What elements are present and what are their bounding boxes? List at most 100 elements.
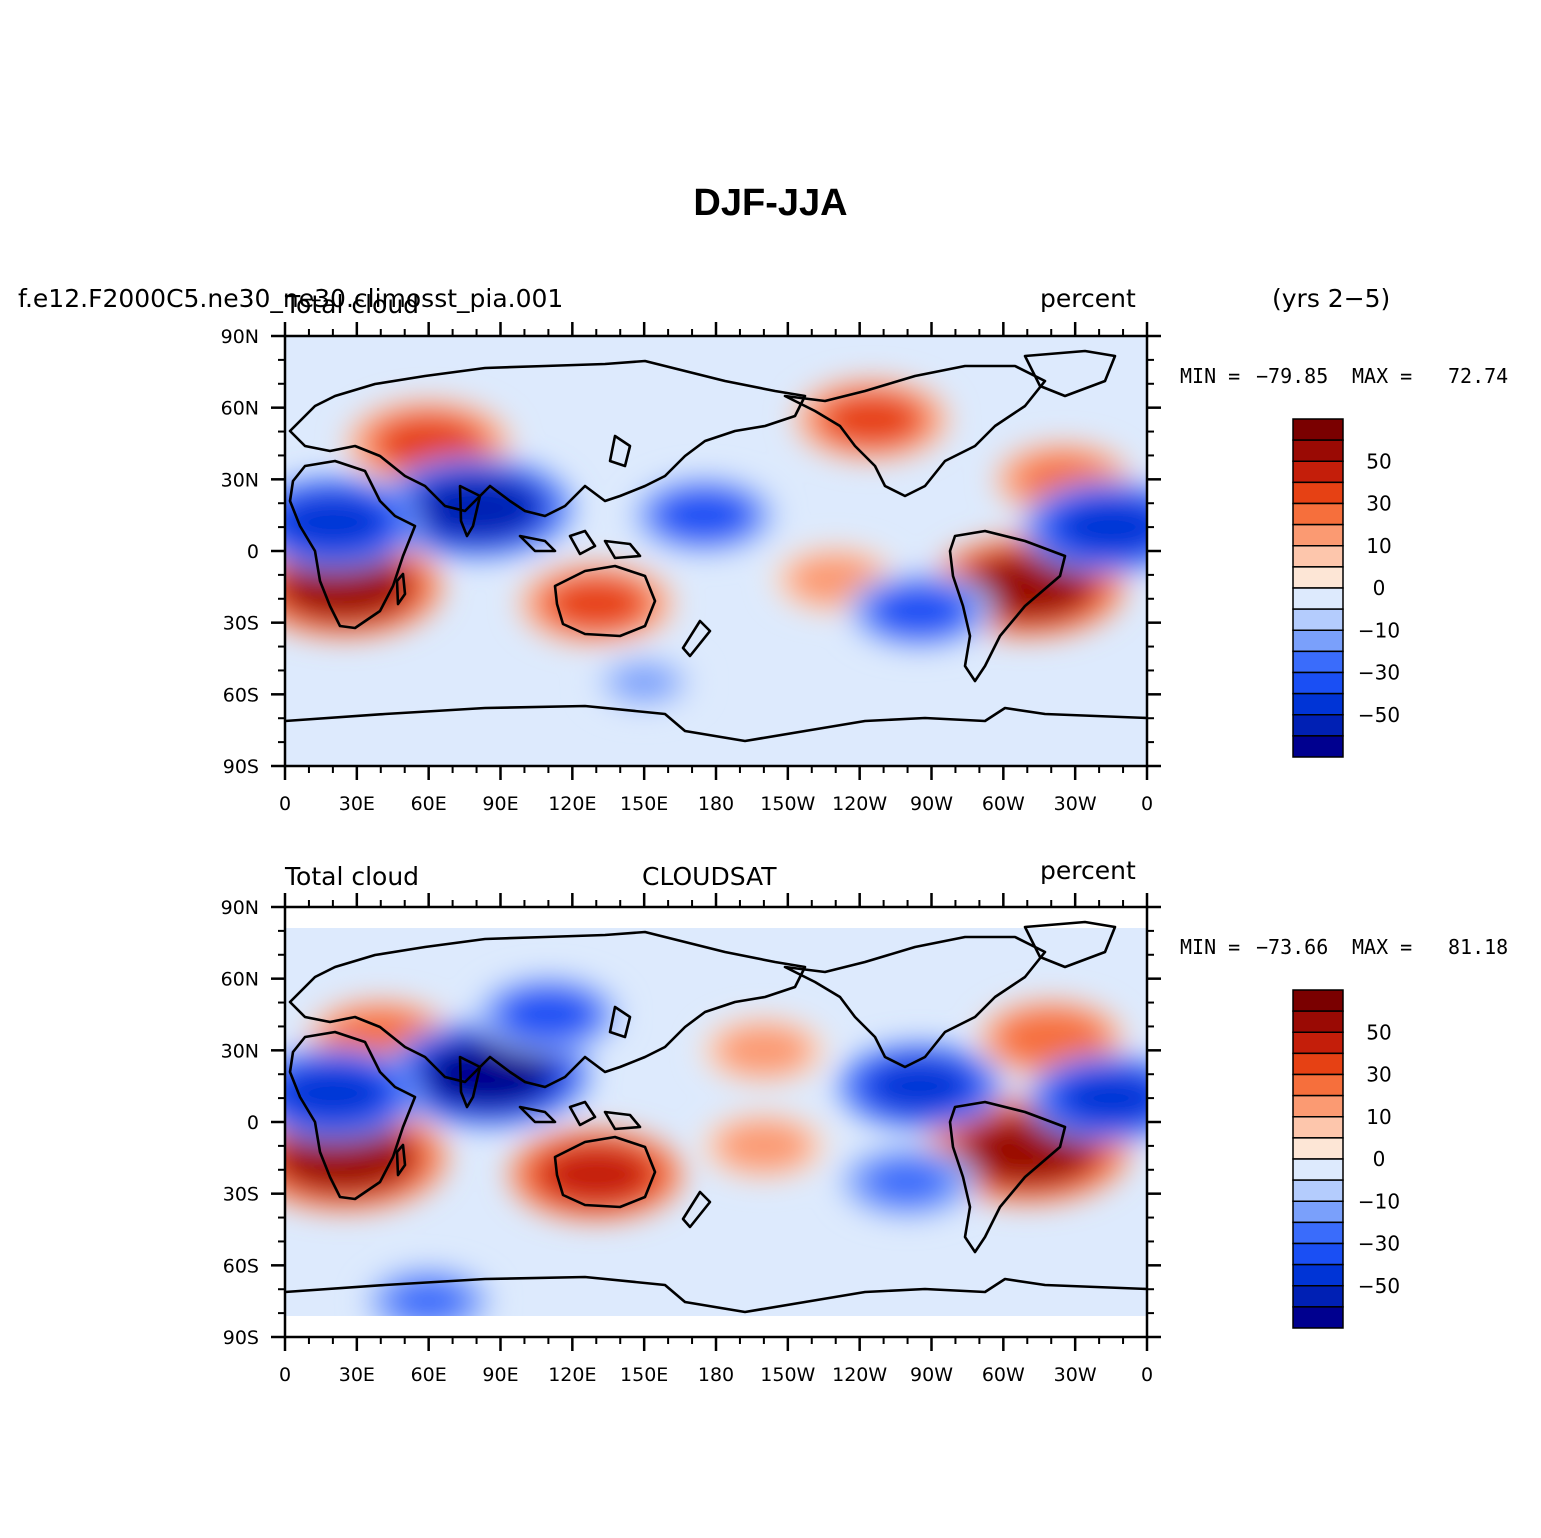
lon-tick-label: 60W [982, 793, 1025, 815]
lon-tick-label: 60W [982, 1364, 1025, 1386]
panel1-map: 90N 60N 30N 0 30S 60S 90S 0 30E 60E 90E 120E 150E 180… [221, 322, 1161, 815]
lon-tick-label: 0 [1141, 1364, 1153, 1386]
lat-tick-label: 60S [223, 684, 259, 706]
colorbar-swatch [1292, 418, 1344, 441]
colorbar-swatch [1292, 502, 1344, 526]
panel1-left-label: Total cloud [285, 290, 420, 319]
lon-tick-label: 30W [1054, 1364, 1097, 1386]
panel2-map: 90N 60N 30N 0 30S 60S 90S 0 30E 60E 90E 120E 150E 180… [221, 893, 1161, 1386]
anomaly-region [660, 492, 748, 539]
lon-tick-label: 0 [1141, 793, 1153, 815]
colorbar-swatch [1292, 608, 1344, 631]
panel1-units-label: percent [1040, 284, 1136, 313]
colorbar-swatch [1292, 1116, 1344, 1139]
colorbar-swatch [1292, 1052, 1344, 1076]
anomaly-region [726, 1030, 802, 1071]
anomaly-region [427, 1042, 550, 1107]
lat-tick-label: 90N [221, 897, 259, 919]
anomaly-region [798, 559, 874, 600]
lon-tick-label: 120E [548, 1364, 596, 1386]
colorbar-label: 50 [1366, 449, 1391, 473]
anomaly-region [1058, 499, 1147, 555]
anomaly-region [875, 587, 964, 634]
colorbar-swatch [1292, 545, 1344, 568]
colorbar-swatch [1292, 1242, 1344, 1266]
lat-tick-label: 60N [221, 398, 259, 420]
lat-tick-label: 30S [223, 613, 259, 635]
panel1-colorbar: 50 30 10 0 −10 −30 −50 [1292, 418, 1400, 758]
lat-tick-label: 30N [221, 469, 259, 491]
panel1-years-label: (yrs 2−5) [1272, 284, 1391, 313]
colorbar-swatch [1292, 1306, 1344, 1329]
colorbar-swatch [1292, 1179, 1344, 1202]
colorbar-swatch [1292, 1200, 1344, 1224]
colorbar-label: −30 [1358, 1232, 1400, 1256]
panel1-case-label: f.e12.F2000C5.ne30_ne30.climosst_pia.001 [18, 284, 564, 313]
colorbar-label: 30 [1366, 492, 1391, 516]
panel2-left-label: Total cloud [285, 862, 420, 891]
colorbar-swatch [1292, 523, 1344, 547]
colorbar-label: 10 [1366, 1105, 1391, 1129]
figure-title: DJF-JJA [693, 182, 848, 224]
colorbar-label: 10 [1366, 534, 1391, 558]
lon-tick-label: 60E [411, 1364, 447, 1386]
lon-tick-label: 90W [910, 1364, 953, 1386]
anomaly-region [966, 1118, 1089, 1183]
colorbar-label: 0 [1373, 1147, 1386, 1171]
anomaly-region [390, 1281, 467, 1322]
colorbar-swatch [1292, 629, 1344, 653]
lon-tick-label: 150E [620, 1364, 668, 1386]
panel2-max-value: 81.18 [1448, 935, 1509, 959]
anomaly-region [1007, 1015, 1095, 1062]
colorbar-label: 0 [1373, 576, 1386, 600]
colorbar-label: 50 [1366, 1020, 1391, 1044]
colorbar-swatch [1292, 1285, 1344, 1308]
lon-tick-label: 0 [279, 1364, 291, 1386]
panel2-colorbar: 50 30 10 0 −10 −30 −50 [1292, 989, 1400, 1329]
colorbar-swatch [1292, 1073, 1344, 1097]
colorbar-label: −50 [1358, 1274, 1400, 1298]
lon-tick-label: 150E [620, 793, 668, 815]
lon-tick-label: 30E [339, 1364, 375, 1386]
colorbar-swatch [1292, 587, 1344, 610]
lon-tick-label: 150W [760, 1364, 815, 1386]
colorbar-label: −30 [1358, 661, 1400, 685]
lat-tick-label: 90S [223, 1327, 259, 1349]
panel2-units-label: percent [1040, 856, 1136, 885]
anomaly-region [866, 1160, 949, 1204]
colorbar-swatch [1292, 439, 1344, 462]
lon-tick-label: 150W [760, 793, 815, 815]
colorbar-swatch [1292, 1010, 1344, 1033]
lon-tick-label: 180 [698, 793, 734, 815]
lon-tick-label: 120W [832, 1364, 887, 1386]
lat-tick-label: 30N [221, 1040, 259, 1062]
lat-tick-label: 60N [221, 969, 259, 991]
panel1-min-label: MIN = [1180, 364, 1241, 388]
colorbar-swatch [1292, 1094, 1344, 1118]
anomaly-region [549, 579, 643, 629]
panel2-min-value: −73.66 [1256, 935, 1329, 959]
anomaly-region [379, 417, 479, 470]
colorbar-swatch [1292, 1263, 1344, 1287]
lon-tick-label: 120E [548, 793, 596, 815]
lon-tick-label: 60E [411, 793, 447, 815]
anomaly-region [870, 1060, 969, 1113]
lon-tick-label: 30E [339, 793, 375, 815]
lon-tick-label: 120W [832, 793, 887, 815]
colorbar-swatch [1292, 1221, 1344, 1245]
lat-tick-label: 0 [247, 1112, 259, 1134]
lon-tick-label: 180 [698, 1364, 734, 1386]
lat-tick-label: 30S [223, 1184, 259, 1206]
colorbar-swatch [1292, 735, 1344, 758]
colorbar-swatch [1292, 460, 1344, 484]
panel2-max-label: MAX = [1352, 935, 1413, 959]
anomaly-region [1061, 1072, 1147, 1125]
lat-tick-label: 60S [223, 1255, 259, 1277]
colorbar-swatch [1292, 1158, 1344, 1181]
panel1-max-label: MAX = [1352, 364, 1413, 388]
colorbar-swatch [1292, 566, 1344, 589]
colorbar-swatch [1292, 1137, 1344, 1160]
anomaly-region [286, 556, 404, 618]
panel1-min-value: −79.85 [1256, 364, 1329, 388]
